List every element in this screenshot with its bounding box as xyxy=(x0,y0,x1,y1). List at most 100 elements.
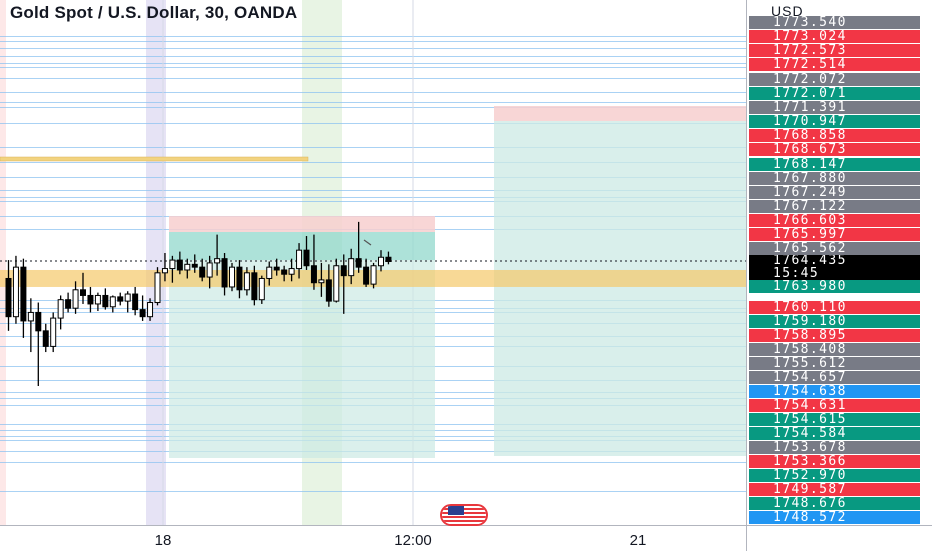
price-label: 1752.970 xyxy=(749,469,920,482)
bar-countdown: 15:45 xyxy=(773,265,820,280)
time-tick-21: 21 xyxy=(629,532,647,549)
candle-body xyxy=(288,268,295,275)
candle-body xyxy=(154,272,161,304)
price-label: 1754.615 xyxy=(749,413,920,426)
candle-body xyxy=(214,258,221,264)
candle-body xyxy=(35,311,42,332)
candle-body xyxy=(117,296,124,302)
candle-body xyxy=(355,258,362,268)
horizontal-ray xyxy=(0,156,309,162)
candle-body xyxy=(310,265,317,284)
candle-body xyxy=(184,263,191,271)
trendline xyxy=(363,239,372,246)
price-scale[interactable]: USD 1773.540 1773.024 1772.573 1772.514 1772… xyxy=(746,0,932,525)
chart-plot-area[interactable]: Gold Spot / U.S. Dollar, 30, OANDA xyxy=(0,0,746,525)
candle-body xyxy=(243,272,250,291)
candle-body xyxy=(303,249,310,267)
candle-body xyxy=(266,266,273,279)
candle-body xyxy=(102,294,109,308)
current-price-value: 1764.435 xyxy=(773,255,847,268)
price-label: 1759.180 xyxy=(749,315,920,328)
price-label: 1768.147 xyxy=(749,157,920,171)
time-axis[interactable]: 18 12:00 21 xyxy=(0,525,746,551)
candle-body xyxy=(251,272,258,301)
price-label: 1768.858 xyxy=(749,129,920,143)
price-label: 1748.676 xyxy=(749,497,920,510)
current-price-label: 1764.435 15:45 xyxy=(749,255,920,280)
session-band-left xyxy=(0,0,6,525)
candle-body xyxy=(176,259,183,271)
price-label: 1767.249 xyxy=(749,185,920,199)
price-label: 1773.540 xyxy=(749,16,920,29)
candle-body xyxy=(147,302,154,318)
time-tick-18: 18 xyxy=(154,532,172,549)
price-label: 1765.562 xyxy=(749,242,920,256)
candle-body xyxy=(5,277,12,318)
time-tick-1200: 12:00 xyxy=(394,532,432,549)
candle-body xyxy=(370,265,377,285)
candle-body xyxy=(281,269,288,275)
price-label: 1753.366 xyxy=(749,455,920,468)
price-label: 1767.122 xyxy=(749,199,920,213)
candle-body xyxy=(229,266,235,288)
us-flag-event-icon[interactable] xyxy=(440,504,488,526)
candle-body xyxy=(333,265,340,302)
candle-body xyxy=(385,256,392,262)
price-label: 1753.678 xyxy=(749,441,920,454)
candle-body xyxy=(199,266,206,278)
candle-body xyxy=(132,293,139,311)
candle-body xyxy=(87,294,94,305)
candle-body xyxy=(57,299,64,319)
candle-body xyxy=(65,299,72,309)
candlestick-chart[interactable] xyxy=(0,0,746,525)
candle-body xyxy=(94,294,101,305)
price-label: 1758.408 xyxy=(749,343,920,356)
candle-body xyxy=(363,266,370,285)
price-label: 1754.631 xyxy=(749,399,920,412)
candle-body xyxy=(80,289,86,296)
price-label: 1758.895 xyxy=(749,329,920,342)
price-label: 1773.024 xyxy=(749,30,920,44)
candle-body xyxy=(296,249,303,270)
candle-body xyxy=(325,279,332,302)
price-label: 1772.072 xyxy=(749,72,920,86)
candle-body xyxy=(273,266,280,271)
candle-body xyxy=(161,268,168,274)
flag-icon xyxy=(442,506,486,524)
position-lower-zone xyxy=(169,260,435,458)
price-label: 1754.657 xyxy=(749,371,920,384)
price-label: 1772.071 xyxy=(749,86,920,100)
price-label: 1772.573 xyxy=(749,44,920,58)
position-stop-zone xyxy=(494,106,746,121)
price-label: 1755.612 xyxy=(749,357,920,370)
price-label: 1763.980 xyxy=(749,280,920,293)
candle-body xyxy=(109,296,116,308)
price-label: 1754.584 xyxy=(749,427,920,440)
candle-body xyxy=(318,279,325,284)
position-stop-zone xyxy=(169,216,435,232)
price-label: 1771.391 xyxy=(749,100,920,114)
price-label: 1749.587 xyxy=(749,483,920,496)
candle-body xyxy=(191,263,198,268)
candle-body xyxy=(348,258,355,277)
price-label: 1765.997 xyxy=(749,228,920,242)
candle-body xyxy=(12,266,19,318)
price-label: 1748.572 xyxy=(749,511,920,524)
candle-body xyxy=(139,309,146,318)
currency-label[interactable]: USD xyxy=(771,3,804,19)
candle-body xyxy=(258,277,265,301)
candle-body xyxy=(206,262,213,278)
price-label: 1760.110 xyxy=(749,301,920,314)
axis-corner xyxy=(746,525,932,551)
price-label: 1766.603 xyxy=(749,214,920,228)
price-label: 1770.947 xyxy=(749,115,920,129)
session-band-purple xyxy=(146,0,166,525)
candle-body xyxy=(50,317,57,347)
price-label: 1768.673 xyxy=(749,143,920,157)
candle-body xyxy=(124,293,131,302)
price-label: 1754.638 xyxy=(749,385,920,398)
candle-body xyxy=(340,265,347,277)
price-label: 1772.514 xyxy=(749,58,920,72)
chart-title: Gold Spot / U.S. Dollar, 30, OANDA xyxy=(10,3,298,22)
